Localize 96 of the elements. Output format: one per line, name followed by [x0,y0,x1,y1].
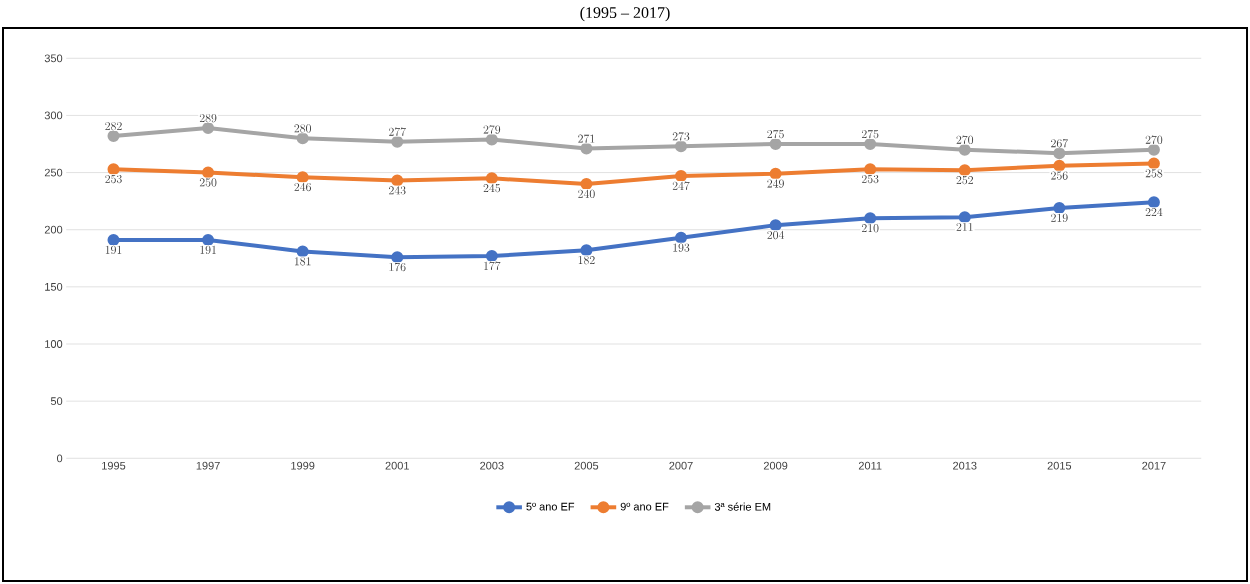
point [391,174,404,187]
data-label: 252 [956,176,973,185]
point [296,171,309,184]
point [958,143,971,156]
x-tick-label: 2001 [385,461,409,470]
data-label: 193 [673,243,690,252]
point [769,167,782,180]
point [296,245,309,258]
data-label: 253 [861,174,879,184]
data-label: 273 [672,132,690,141]
x-tick-label: 2017 [1142,461,1166,470]
data-label: 191 [105,245,122,254]
x-tick-label: 2003 [480,461,504,470]
point [580,142,593,155]
point [485,172,498,185]
point [391,135,404,148]
data-label: 258 [1145,169,1163,178]
point [107,130,120,142]
y-tick-label: 100 [45,340,63,348]
y-tick-label: 200 [44,225,63,234]
x-tick-label: 2005 [574,461,599,470]
point [864,138,877,150]
point [580,178,593,190]
y-tick-label: 50 [50,397,63,406]
point [675,140,688,153]
data-label: 182 [578,256,595,265]
point [769,219,782,232]
point [1053,202,1066,214]
data-label: 240 [578,189,595,198]
point [485,250,498,262]
data-label: 267 [1051,139,1068,148]
data-label: 277 [389,127,406,136]
y-tick-label: 0 [56,454,63,463]
data-label: 177 [484,261,501,270]
point [485,133,498,146]
legend-label: 3ª série EM [714,502,771,511]
data-label: 243 [389,186,406,195]
point [202,122,215,134]
x-tick-label: 1997 [196,461,220,470]
point [202,234,215,246]
point [675,231,688,244]
data-label: 270 [1145,135,1163,144]
point [580,244,593,257]
point [864,212,877,225]
data-label: 289 [199,114,217,123]
x-tick-label: 2007 [669,461,693,470]
data-label: 247 [672,181,690,190]
legend-label: 9º ano EF [620,502,669,511]
data-label: 279 [483,125,501,134]
point [675,170,688,182]
x-tick-label: 2013 [953,461,977,470]
point [958,211,971,224]
data-label: 224 [1145,207,1163,217]
point [1053,147,1066,160]
point [1147,196,1160,209]
data-label: 282 [105,122,122,131]
point [107,163,120,176]
data-label: 250 [199,178,217,187]
x-tick-label: 1999 [291,461,315,470]
data-label: 256 [1051,171,1068,180]
x-tick-label: 1995 [102,461,126,470]
x-tick-label: 2009 [763,461,788,470]
y-tick-label: 150 [45,282,63,291]
data-label: 275 [767,129,784,139]
data-label: 249 [767,179,784,188]
data-label: 246 [294,182,311,192]
point [769,138,782,150]
y-tick-label: 250 [44,168,63,177]
x-tick-label: 2011 [858,461,882,470]
data-label: 253 [105,174,122,184]
point [296,132,309,145]
point [107,234,120,246]
data-label: 219 [1051,213,1068,222]
data-label: 176 [389,262,406,272]
point [1053,159,1066,172]
data-label: 271 [578,134,595,143]
data-label: 211 [956,222,973,231]
data-label: 210 [861,224,879,233]
data-label: 191 [200,245,216,254]
point [864,163,877,176]
legend-label: 5º ano EF [526,502,575,511]
y-tick-label: 350 [44,54,63,63]
data-label: 275 [861,129,879,139]
x-tick-label: 2015 [1047,461,1072,470]
data-label: 270 [956,135,974,144]
point [1147,157,1160,170]
data-label: 181 [294,257,311,266]
data-label: 280 [294,124,311,133]
chart-title: (1995 – 2017) [580,6,670,22]
point [958,164,971,177]
point [1147,143,1160,156]
data-label: 204 [767,230,785,240]
point [391,251,404,264]
y-tick-label: 300 [44,111,63,120]
point [202,166,215,179]
data-label: 245 [483,183,501,193]
